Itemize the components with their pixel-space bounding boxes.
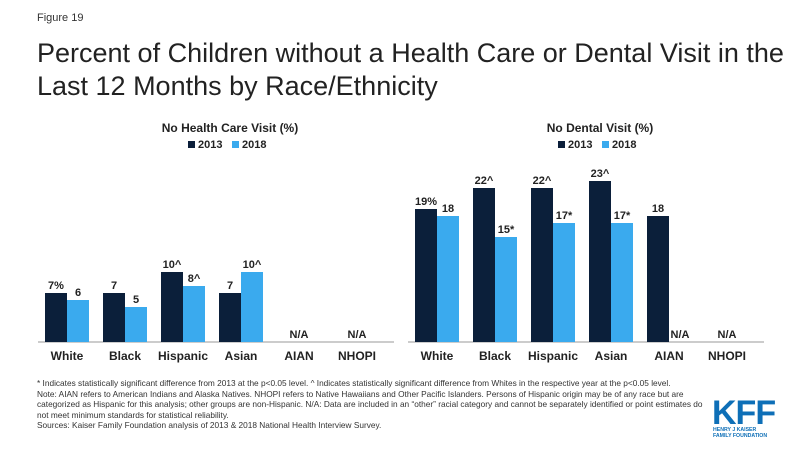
legend-label-2018: 2018 [242,139,266,151]
category-label: Black [109,349,141,363]
na-label: N/A [671,329,690,341]
legend-label-2018: 2018 [612,139,636,151]
category-label: Asian [225,349,258,363]
legend-swatch-2013 [558,141,565,148]
data-label: 6 [75,287,81,299]
bar-2013-hispanic [531,188,553,342]
category-label: NHOPI [338,349,376,363]
data-label: 5 [133,294,139,306]
data-label: 8^ [188,273,201,285]
data-label: 17* [614,210,631,222]
kff-logo: KFF HENRY J KAISER FAMILY FOUNDATION [712,396,776,439]
legend-swatch-2013 [188,141,195,148]
bar-2018-black [495,237,517,342]
bar-2013-hispanic [161,272,183,342]
data-label: 7 [227,280,233,292]
data-label: 10^ [163,259,182,271]
category-label: White [51,349,84,363]
bar-2013-black [473,188,495,342]
sources-note: Sources: Kaiser Family Foundation analys… [37,420,382,431]
data-label: 15* [498,224,515,236]
data-label: 22^ [533,175,552,187]
dental-visit-chart: No Dental Visit (%) 2013 2018 White 19% 18 Bla… [408,121,764,363]
category-label: Asian [595,349,628,363]
legend-swatch-2018 [232,141,239,148]
legend-label-2013: 2013 [198,139,222,151]
logo-wordmark: KFF [712,396,775,432]
category-label: AIAN [284,349,313,363]
data-label: 17* [556,210,573,222]
footnotes: * Indicates statistically significant di… [37,378,705,431]
data-label: 18 [652,203,664,215]
chart-title: No Dental Visit (%) [547,121,653,135]
category-label: NHOPI [708,349,746,363]
significance-note: * Indicates statistically significant di… [37,378,671,388]
logo-line-1: HENRY J KAISER [713,427,756,433]
bar-2013-aian [647,216,669,342]
bar-2018-white [437,216,459,342]
data-label: 19% [415,196,437,208]
category-label: White [421,349,454,363]
bar-2013-asian [589,181,611,342]
page-title: Percent of Children without a Health Car… [37,38,784,101]
data-label: 23^ [591,168,610,180]
category-label: AIAN [654,349,683,363]
definitions-note: Note: AIAN refers to American Indians an… [37,388,703,420]
bar-2018-white [67,300,89,342]
bar-2018-hispanic [183,286,205,342]
bar-2013-white [45,293,67,342]
bar-2018-asian [611,223,633,342]
legend-label-2013: 2013 [568,139,592,151]
bar-2018-black [125,307,147,342]
health-care-visit-chart: No Health Care Visit (%) 2013 2018 White 7% 6… [38,121,394,363]
bar-2013-asian [219,293,241,342]
chart-title: No Health Care Visit (%) [162,121,298,135]
data-label: 22^ [475,175,494,187]
bar-2018-hispanic [553,223,575,342]
na-label: N/A [290,329,309,341]
na-label: N/A [348,329,367,341]
category-label: Black [479,349,511,363]
data-label: 18 [442,203,454,215]
bar-2013-black [103,293,125,342]
bar-2013-white [415,209,437,342]
bar-2018-asian [241,272,263,342]
figure-label: Figure 19 [37,12,84,24]
logo-line-2: FAMILY FOUNDATION [713,433,767,439]
category-label: Hispanic [158,349,208,363]
na-label: N/A [718,329,737,341]
data-label: 7 [111,280,117,292]
data-label: 7% [48,280,64,292]
data-label: 10^ [243,259,262,271]
category-label: Hispanic [528,349,578,363]
legend-swatch-2018 [602,141,609,148]
